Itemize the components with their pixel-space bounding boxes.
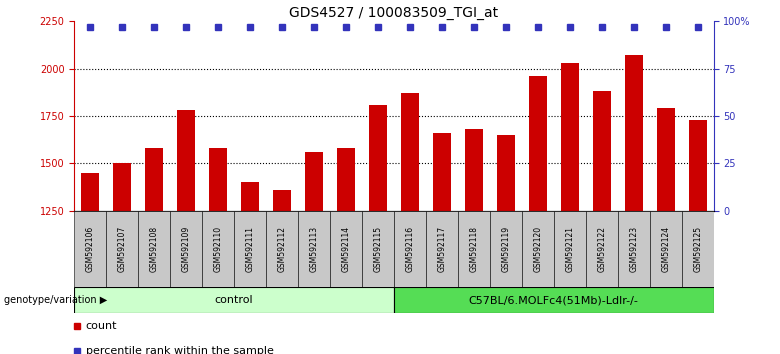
Bar [650,211,682,287]
Title: GDS4527 / 100083509_TGI_at: GDS4527 / 100083509_TGI_at [289,6,498,20]
Bar [330,211,362,287]
Bar [106,211,138,287]
Bar [273,190,291,211]
Bar [433,133,451,211]
Bar [305,152,323,211]
Bar [522,211,554,287]
Text: count: count [86,321,117,331]
Bar [177,110,195,211]
Bar [74,287,394,313]
Text: GSM592108: GSM592108 [150,225,158,272]
Bar [561,63,579,211]
Text: GSM592124: GSM592124 [661,225,670,272]
Bar [657,108,675,211]
Bar [234,211,266,287]
Text: GSM592123: GSM592123 [629,225,638,272]
Text: GSM592125: GSM592125 [693,225,702,272]
Bar [362,211,394,287]
Text: GSM592110: GSM592110 [214,225,222,272]
Bar [465,129,483,211]
Text: GSM592115: GSM592115 [374,225,382,272]
Text: GSM592119: GSM592119 [502,225,510,272]
Text: GSM592112: GSM592112 [278,226,286,272]
Text: GSM592106: GSM592106 [86,225,94,272]
Bar [266,211,298,287]
Text: control: control [215,295,254,305]
Bar [490,211,522,287]
Text: GSM592111: GSM592111 [246,226,254,272]
Bar [74,211,106,287]
Text: GSM592107: GSM592107 [118,225,126,272]
Bar [682,211,714,287]
Text: GSM592116: GSM592116 [406,225,414,272]
Bar [337,148,355,211]
Bar [209,148,227,211]
Bar [689,120,707,211]
Bar [554,211,586,287]
Bar [618,211,650,287]
Text: GSM592109: GSM592109 [182,225,190,272]
Text: GSM592121: GSM592121 [566,226,574,272]
Bar [241,182,259,211]
Bar [81,173,99,211]
Bar [401,93,419,211]
Text: GSM592117: GSM592117 [438,225,446,272]
Bar [593,91,611,211]
Bar [426,211,458,287]
Text: GSM592114: GSM592114 [342,225,350,272]
Text: GSM592113: GSM592113 [310,225,318,272]
Bar [394,287,714,313]
Text: genotype/variation ▶: genotype/variation ▶ [4,295,107,305]
Text: GSM592122: GSM592122 [597,226,606,272]
Text: GSM592120: GSM592120 [534,225,542,272]
Bar [394,211,426,287]
Bar [170,211,202,287]
Text: percentile rank within the sample: percentile rank within the sample [86,346,274,354]
Bar [586,211,618,287]
Bar [138,211,170,287]
Bar [113,163,131,211]
Bar [497,135,515,211]
Bar [369,104,387,211]
Bar [298,211,330,287]
Bar [458,211,490,287]
Text: GSM592118: GSM592118 [470,226,478,272]
Bar [625,55,643,211]
Text: C57BL/6.MOLFc4(51Mb)-Ldlr-/-: C57BL/6.MOLFc4(51Mb)-Ldlr-/- [469,295,639,305]
Bar [529,76,547,211]
Bar [145,148,163,211]
Bar [202,211,234,287]
